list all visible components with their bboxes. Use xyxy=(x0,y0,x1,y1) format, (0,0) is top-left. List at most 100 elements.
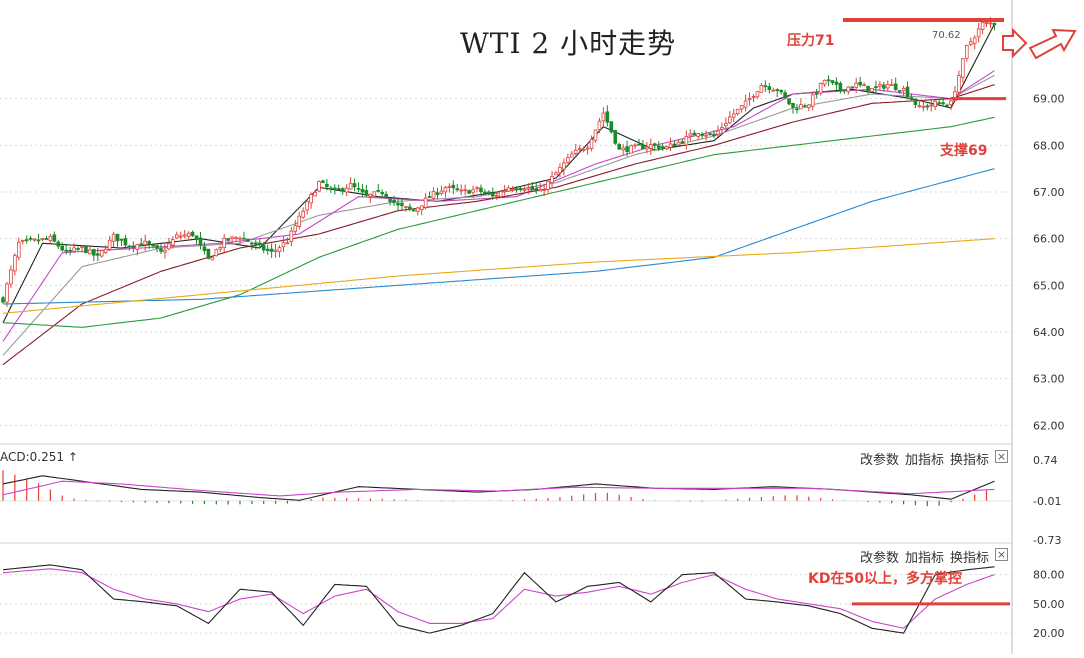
candle-body xyxy=(48,235,53,241)
candle-body xyxy=(467,190,471,194)
candle-body xyxy=(988,22,993,25)
candle-body xyxy=(905,86,910,97)
candle-body xyxy=(119,238,124,241)
candle-body xyxy=(28,237,33,240)
candle-body xyxy=(447,186,452,188)
candle-body xyxy=(704,134,708,137)
candle-body xyxy=(400,202,404,207)
candle-body xyxy=(103,248,108,253)
macd-params-button[interactable]: 改参数 xyxy=(860,453,900,468)
candle-body xyxy=(921,105,926,108)
price-tick-label: 66.00 xyxy=(1033,233,1065,246)
candle-body xyxy=(645,146,649,150)
candle-body xyxy=(968,41,973,45)
candle-body xyxy=(305,201,309,211)
candle-body xyxy=(992,22,997,26)
candle-body xyxy=(743,100,748,108)
moving-average-line xyxy=(2,84,995,366)
macd-swap-indicator-button[interactable]: 换指标 xyxy=(950,453,990,468)
price-tick-label: 68.00 xyxy=(1033,139,1065,152)
candle-body xyxy=(336,188,341,190)
macd-add-indicator-button[interactable]: 加指标 xyxy=(905,453,945,468)
candle-body xyxy=(257,242,262,246)
candle-body xyxy=(937,102,941,105)
macd-close-icon[interactable]: × xyxy=(995,450,1008,463)
candle-body xyxy=(435,192,440,196)
candle-body xyxy=(625,146,629,152)
candle-body xyxy=(131,245,136,248)
candle-body xyxy=(676,141,681,146)
candle-body xyxy=(538,188,542,192)
candle-body xyxy=(222,237,227,249)
candle-body xyxy=(696,133,700,137)
kd-params-button[interactable]: 改参数 xyxy=(860,551,900,566)
candle-body xyxy=(13,255,17,272)
candle-body xyxy=(866,85,870,91)
candle-body xyxy=(206,248,211,259)
kd-close-icon[interactable]: × xyxy=(995,548,1008,561)
candle-body xyxy=(155,245,159,249)
candle-body xyxy=(882,84,886,89)
candle-body xyxy=(783,92,787,98)
candle-body xyxy=(490,193,495,197)
candle-body xyxy=(115,233,120,242)
candle-body xyxy=(214,249,219,257)
candle-body xyxy=(194,235,199,240)
candle-body xyxy=(621,147,625,151)
candle-body xyxy=(463,189,467,192)
candle-body xyxy=(886,84,890,89)
price-tick-label: 63.00 xyxy=(1033,373,1065,386)
candle-body xyxy=(471,189,475,193)
candle-body xyxy=(143,240,148,246)
candle-body xyxy=(5,283,9,303)
candle-body xyxy=(712,133,716,137)
candle-body xyxy=(530,186,535,191)
candle-body xyxy=(127,245,132,248)
candle-body xyxy=(451,184,456,189)
candle-body xyxy=(724,123,728,127)
price-tick-label: 62.00 xyxy=(1033,419,1065,432)
candle-body xyxy=(534,188,539,191)
candle-body xyxy=(834,81,839,85)
candle-body xyxy=(925,105,930,108)
kd-tick-label: 50.00 xyxy=(1033,598,1065,611)
candle-body xyxy=(838,83,843,91)
candle-body xyxy=(941,102,945,105)
candle-body xyxy=(672,143,677,147)
candle-body xyxy=(593,129,598,141)
kd-swap-indicator-button[interactable]: 换指标 xyxy=(950,551,990,566)
candle-body xyxy=(408,206,412,210)
candle-body xyxy=(826,79,831,82)
kd-tick-label: 20.00 xyxy=(1033,627,1065,640)
candle-body xyxy=(459,189,463,192)
candle-body xyxy=(52,234,57,242)
candle-body xyxy=(803,105,807,108)
candle-body xyxy=(747,97,752,100)
candle-body xyxy=(597,120,602,130)
candle-body xyxy=(455,188,460,191)
candle-body xyxy=(483,191,487,194)
candle-body xyxy=(814,92,819,95)
candle-body xyxy=(139,243,144,247)
candle-body xyxy=(56,241,61,247)
candle-body xyxy=(277,247,282,253)
candle-body xyxy=(265,248,270,251)
candle-body xyxy=(9,269,13,285)
macd-dif-line xyxy=(2,475,995,501)
candle-body xyxy=(494,194,499,197)
candle-body xyxy=(261,244,266,251)
candle-body xyxy=(585,147,590,150)
candle-body xyxy=(767,86,772,90)
candle-body xyxy=(550,176,554,183)
kd-add-indicator-button[interactable]: 加指标 xyxy=(905,551,945,566)
moving-average-line xyxy=(2,168,995,305)
candle-body xyxy=(313,192,317,197)
candle-body xyxy=(273,249,278,252)
candle-body xyxy=(957,75,961,93)
candle-body xyxy=(210,256,215,261)
candle-body xyxy=(874,86,878,89)
candle-body xyxy=(380,192,384,195)
support-label: 支撑69 xyxy=(940,143,988,159)
candle-body xyxy=(854,82,858,88)
